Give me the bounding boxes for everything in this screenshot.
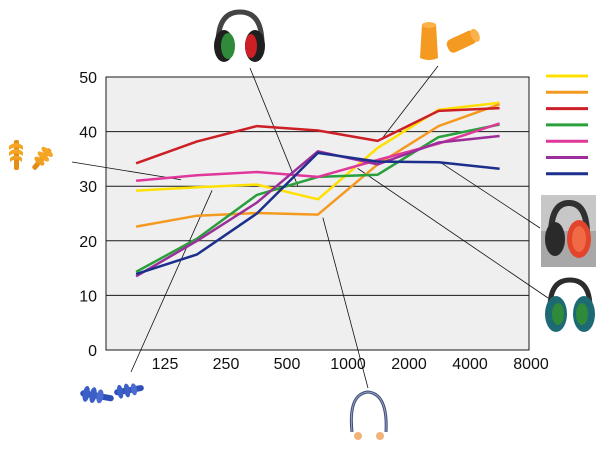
foam-earplugs-icon: [420, 22, 480, 60]
y-tick-label: 10: [79, 288, 97, 305]
y-tick-label: 0: [88, 343, 97, 360]
series-line-6: [135, 134, 500, 278]
y-tick-label: 50: [79, 70, 97, 87]
x-tick-label: 2000: [391, 356, 427, 373]
series-line-7: [135, 151, 500, 276]
legend: [546, 74, 588, 176]
leader-line: [357, 168, 549, 299]
y-tick-label: 30: [79, 179, 97, 196]
series-line-3: [135, 106, 500, 165]
leader-line: [441, 162, 541, 229]
flanged-earplugs-orange-icon: [9, 140, 53, 170]
x-tick-label: 1000: [330, 356, 366, 373]
leader-line: [71, 161, 182, 181]
x-axis: 125 250 500 1000 2000 4000 8000: [152, 356, 549, 373]
x-tick-label: 8000: [513, 356, 549, 373]
x-tick-label: 125: [152, 356, 179, 373]
x-tick-label: 250: [213, 356, 240, 373]
flanged-earplugs-blue-icon: [80, 383, 144, 404]
y-tick-label: 20: [79, 234, 97, 251]
leader-line: [130, 190, 213, 373]
series-lines: [135, 101, 501, 278]
leader-line: [322, 217, 369, 389]
earmuffs-dark-green-blue-icon: [545, 277, 595, 332]
plot-frame: [105, 76, 530, 351]
earmuffs-red-grey-icon: [541, 195, 596, 267]
leader-line: [382, 65, 439, 139]
x-tick-label: 4000: [452, 356, 488, 373]
y-axis: 0 10 20 30 40 50: [79, 70, 97, 360]
y-tick-label: 40: [79, 125, 97, 142]
series-line-2: [135, 103, 501, 228]
banded-earplugs-icon: [349, 390, 388, 440]
x-tick-label: 500: [274, 356, 301, 373]
earmuffs-green-black-icon: [214, 9, 265, 62]
leader-lines: [71, 65, 549, 389]
